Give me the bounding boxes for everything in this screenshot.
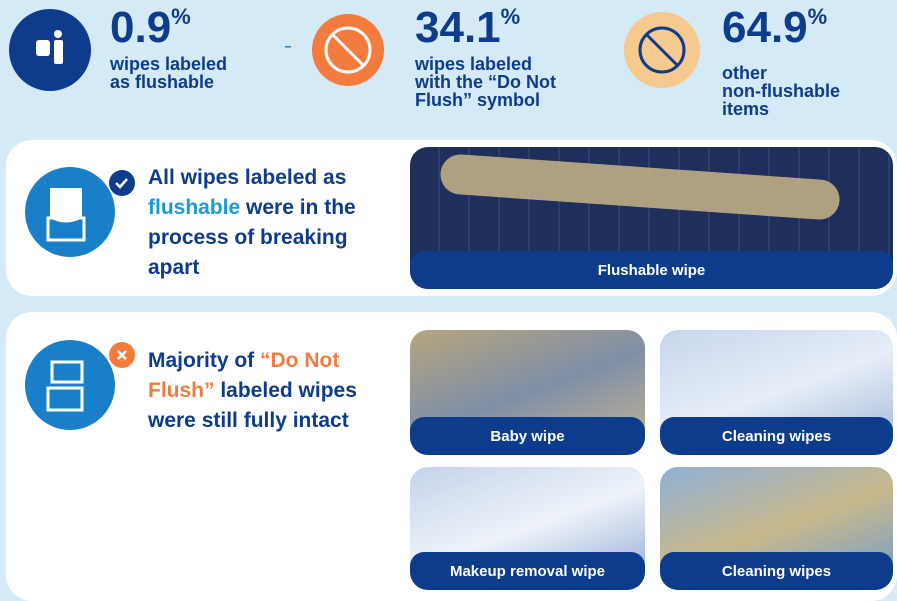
photo-caption: Cleaning wipes <box>660 552 893 590</box>
photo-caption: Makeup removal wipe <box>410 552 645 590</box>
photo: Makeup removal wipe <box>410 467 645 590</box>
photo-caption: Baby wipe <box>410 417 645 455</box>
photo-caption: Flushable wipe <box>410 251 893 289</box>
page: 0.9% wipes labeledas flushable 34.1% wip… <box>0 0 897 601</box>
finding-text: Majority of “Do Not Flush” labeled wipes… <box>148 346 378 436</box>
photo: Baby wipe <box>410 330 645 455</box>
photo: Cleaning wipes <box>660 330 893 455</box>
photo: Flushable wipe <box>410 147 893 289</box>
finding-text: All wipes labeled as flushable were in t… <box>148 163 378 283</box>
photo-caption: Cleaning wipes <box>660 417 893 455</box>
photo: Cleaning wipes <box>660 467 893 590</box>
